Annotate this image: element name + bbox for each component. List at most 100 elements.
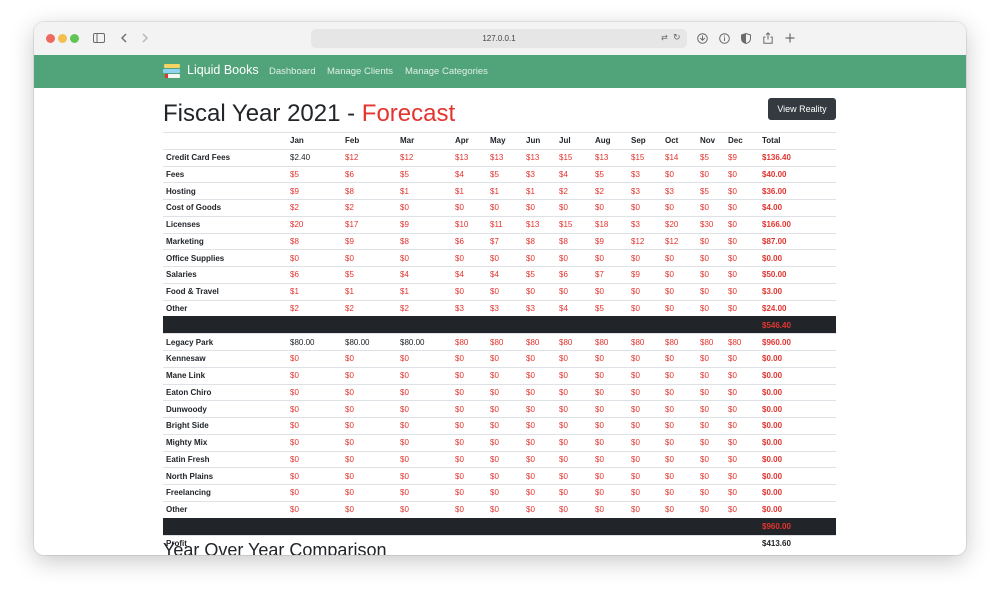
month-value: $0 (662, 282, 697, 300)
month-value: $8 (397, 232, 452, 250)
month-value: $0 (523, 199, 556, 217)
month-value: $0 (397, 400, 452, 418)
row-total: $166.00 (759, 215, 836, 233)
month-value: $6 (556, 266, 592, 284)
category-name: Dunwoody (163, 400, 287, 418)
new-tab-icon[interactable] (784, 29, 796, 47)
nav-link-manage-clients[interactable]: Manage Clients (327, 66, 394, 77)
month-value: $0 (556, 199, 592, 217)
month-value: $6 (452, 232, 487, 250)
month-value: $4 (452, 165, 487, 183)
month-value: $0 (592, 500, 628, 518)
month-value: $13 (592, 148, 628, 166)
expense-row: Fees $5 $6 $5 $4 $5 $3 $4 $5 $3 $0 $0 $0 $40.00 (163, 165, 836, 183)
month-value: $15 (556, 215, 592, 233)
row-total: $0.00 (759, 350, 836, 368)
month-value: $2 (556, 182, 592, 200)
month-value: $5 (397, 165, 452, 183)
month-value: $0 (628, 249, 662, 267)
month-value: $9 (397, 215, 452, 233)
nav-link-manage-categories[interactable]: Manage Categories (405, 66, 488, 77)
income-row: Eaton Chiro $0 $0 $0 $0 $0 $0 $0 $0 $0 $0 $0 $0 $0.00 (163, 383, 836, 401)
row-total: $136.40 (759, 148, 836, 166)
income-row: Mane Link $0 $0 $0 $0 $0 $0 $0 $0 $0 $0 $0 $0 $0.00 (163, 366, 836, 384)
month-value: $80 (556, 333, 592, 351)
row-total: $0.00 (759, 433, 836, 451)
month-value: $15 (556, 148, 592, 166)
month-value: $30 (697, 215, 725, 233)
month-value: $1 (397, 182, 452, 200)
close-window-button[interactable] (46, 34, 55, 43)
download-icon[interactable] (696, 29, 708, 47)
month-value: $0 (397, 249, 452, 267)
table-body: Credit Card Fees $2.40 $12 $12 $13 $13 $13 $15 $… (163, 148, 836, 552)
month-value: $3 (628, 215, 662, 233)
month-value: $0 (725, 215, 759, 233)
sum-value: $546.40 (759, 316, 836, 334)
category-name: Bright Side (163, 417, 287, 435)
income-row: Eatin Fresh $0 $0 $0 $0 $0 $0 $0 $0 $0 $0 $0 $0 $0.00 (163, 450, 836, 468)
month-value: $0 (725, 299, 759, 317)
zoom-window-button[interactable] (70, 34, 79, 43)
month-value: $0 (592, 467, 628, 485)
month-value: $0 (628, 366, 662, 384)
translate-icon[interactable]: ⇄ (661, 33, 668, 42)
month-value: $0 (287, 500, 342, 518)
month-value: $0 (592, 282, 628, 300)
month-value: $0 (487, 400, 523, 418)
month-value: $0 (523, 350, 556, 368)
shield-icon[interactable] (740, 29, 752, 47)
month-value: $0 (487, 433, 523, 451)
month-value: $0 (523, 400, 556, 418)
month-header: Feb (342, 132, 397, 150)
category-name: Mighty Mix (163, 433, 287, 451)
category-name: Licenses (163, 215, 287, 233)
month-header: Sep (628, 132, 662, 150)
month-value: $0 (397, 199, 452, 217)
nav-link-dashboard[interactable]: Dashboard (269, 66, 316, 77)
row-total: $4.00 (759, 199, 836, 217)
month-value: $0 (397, 484, 452, 502)
month-header: Apr (452, 132, 487, 150)
month-value: $0 (592, 484, 628, 502)
month-value: $0 (287, 484, 342, 502)
month-value: $3 (452, 299, 487, 317)
category-name: Food & Travel (163, 282, 287, 300)
month-value: $80 (523, 333, 556, 351)
reload-icon[interactable]: ↻ (673, 32, 681, 42)
month-value: $9 (628, 266, 662, 284)
month-value: $1 (523, 182, 556, 200)
forward-icon[interactable] (139, 29, 151, 47)
back-icon[interactable] (118, 29, 130, 47)
expense-row: Licenses $20 $17 $9 $10 $11 $13 $15 $18 $3 $20 $30 $… (163, 215, 836, 233)
info-icon[interactable] (718, 29, 730, 47)
month-value: $0 (628, 400, 662, 418)
share-icon[interactable] (762, 29, 774, 47)
month-value: $0 (697, 467, 725, 485)
month-value: $0 (697, 433, 725, 451)
address-bar[interactable]: 127.0.0.1 ⇄ ↻ (311, 29, 687, 48)
month-value: $0 (452, 350, 487, 368)
month-value: $80 (662, 333, 697, 351)
expense-row: Cost of Goods $2 $2 $0 $0 $0 $0 $0 $0 $0 $0 $0 $0 $4.… (163, 199, 836, 217)
month-value: $0 (725, 484, 759, 502)
month-value: $0 (397, 417, 452, 435)
month-value: $8 (523, 232, 556, 250)
month-value: $0 (628, 433, 662, 451)
books-logo-icon[interactable] (162, 61, 182, 81)
expense-row: Salaries $6 $5 $4 $4 $4 $5 $6 $7 $9 $0 $0 $0 $50.00 (163, 266, 836, 284)
month-header: Dec (725, 132, 759, 150)
month-value: $0 (592, 433, 628, 451)
month-value: $9 (342, 232, 397, 250)
month-value: $0 (342, 249, 397, 267)
sidebar-icon[interactable] (92, 29, 106, 47)
month-value: $0 (556, 400, 592, 418)
brand-name[interactable]: Liquid Books (187, 63, 259, 77)
month-value: $5 (523, 266, 556, 284)
minimize-window-button[interactable] (58, 34, 67, 43)
month-value: $0 (452, 366, 487, 384)
month-value: $0 (523, 249, 556, 267)
expense-row: Office Supplies $0 $0 $0 $0 $0 $0 $0 $0 $0 $0 $0 $0 $… (163, 249, 836, 267)
view-reality-button[interactable]: View Reality (768, 98, 836, 120)
month-value: $0 (452, 467, 487, 485)
